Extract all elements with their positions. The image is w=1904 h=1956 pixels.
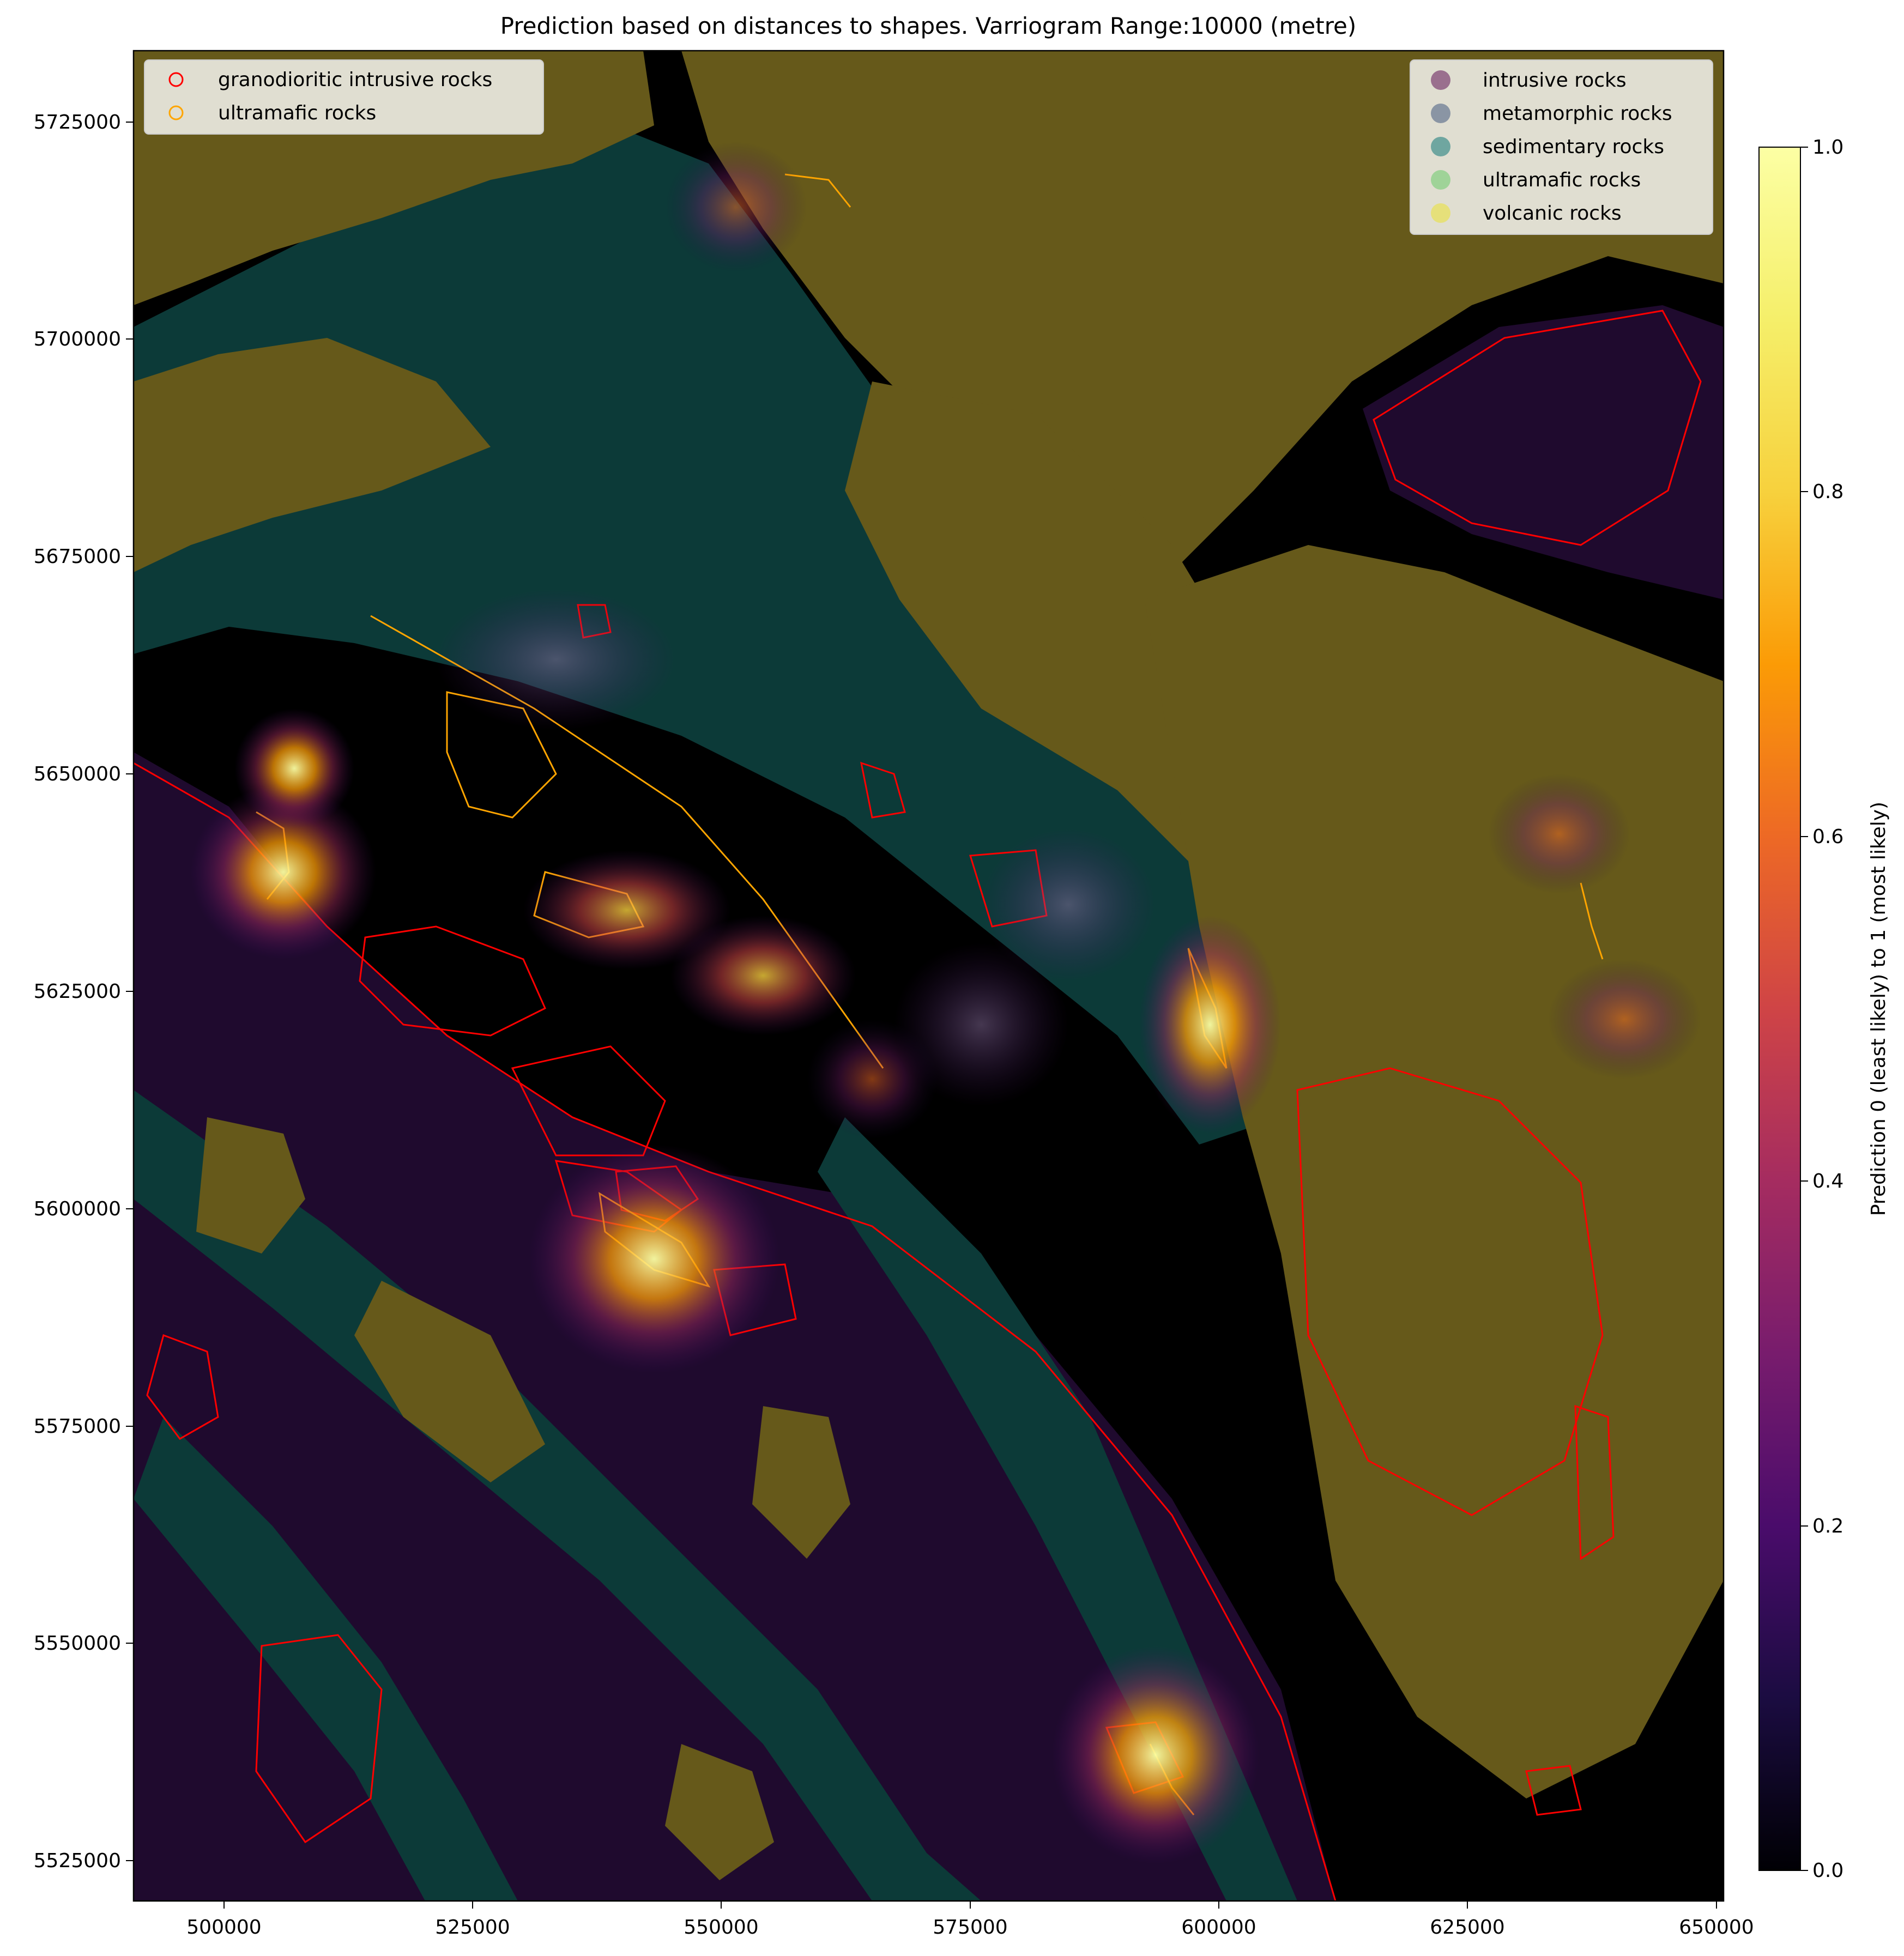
map-area xyxy=(134,51,1724,1901)
legend-label: ultramafic rocks xyxy=(218,102,376,124)
colorbar-label: Prediction 0 (least likely) to 1 (most l… xyxy=(1867,802,1890,1216)
hotspot-4 xyxy=(670,916,856,1035)
legend-swatch xyxy=(1431,104,1450,123)
legend-label: intrusive rocks xyxy=(1483,69,1627,92)
granodiorite-outline-2 xyxy=(359,925,546,1037)
y-tick-label: 5575000 xyxy=(34,1415,121,1438)
hotspot-12 xyxy=(1548,959,1701,1079)
hotspot-5 xyxy=(529,1144,779,1373)
axes-frame xyxy=(132,50,1725,1902)
x-tick-label: 550000 xyxy=(684,1916,758,1939)
hotspot-14 xyxy=(894,943,1068,1106)
y-tick-label: 5600000 xyxy=(34,1198,121,1220)
granodiorite-outline-12 xyxy=(255,1634,383,1844)
granodiorite-outline-16 xyxy=(1525,1765,1582,1816)
y-axis: 5725000 5700000 5675000 5650000 5625000 … xyxy=(34,111,134,1872)
ultramafic-outline-8 xyxy=(1580,882,1604,960)
colorbar-tick-label: 0.4 xyxy=(1812,1170,1843,1192)
legend-swatch xyxy=(1431,137,1450,156)
intrusive-domain-northeast xyxy=(1363,305,1724,599)
legend-label: ultramafic rocks xyxy=(1483,169,1641,191)
volcanic-south-2 xyxy=(665,1744,774,1880)
y-tick-label: 5550000 xyxy=(34,1632,121,1655)
volcanic-northwest xyxy=(134,338,491,572)
granodiorite-outline-5 xyxy=(511,1045,666,1156)
legend-left: granodioritic intrusive rocks ultramafic… xyxy=(144,59,544,135)
colorbar-tick-label: 0.6 xyxy=(1812,826,1843,848)
volcanic-southwest-1 xyxy=(196,1117,305,1253)
chart-title: Prediction based on distances to shapes.… xyxy=(500,13,1357,39)
legend-marker-ultramafic xyxy=(168,105,184,120)
hotspot-10 xyxy=(665,142,807,272)
hotspot-9 xyxy=(436,589,676,730)
y-tick-label: 5650000 xyxy=(34,763,121,785)
legend-swatch xyxy=(1431,203,1450,223)
granodiorite-outline-11 xyxy=(146,1334,219,1440)
legend-right: intrusive rocks metamorphic rocks sedime… xyxy=(1410,59,1713,235)
x-tick-label: 575000 xyxy=(933,1916,1007,1939)
legend-right-box xyxy=(1410,59,1713,235)
x-tick-label: 525000 xyxy=(435,1916,510,1939)
volcanic-southwest-2 xyxy=(354,1281,545,1482)
colorbar: 0.0 0.2 0.4 0.6 0.8 1.0 Prediction 0 (le… xyxy=(1758,136,1890,1882)
x-tick-label: 650000 xyxy=(1679,1916,1754,1939)
granodiorite-outline-13 xyxy=(860,761,906,819)
volcanic-south xyxy=(752,1406,850,1559)
granodiorite-outline-9 xyxy=(1296,1067,1604,1516)
y-tick-label: 5675000 xyxy=(34,546,121,568)
y-tick-label: 5625000 xyxy=(34,980,121,1003)
x-tick-label: 625000 xyxy=(1430,1916,1504,1939)
legend-left-box xyxy=(144,59,544,135)
hotspot-8 xyxy=(1052,1646,1259,1864)
prediction-heatmap xyxy=(191,142,1701,1864)
x-axis: 500000 525000 550000 575000 600000 62500… xyxy=(186,1901,1754,1939)
hotspot-1 xyxy=(191,785,376,959)
legend-marker-granodiorite xyxy=(168,72,184,87)
x-tick-label: 500000 xyxy=(186,1916,261,1939)
colorbar-tick-label: 0.0 xyxy=(1812,1860,1843,1882)
hotspot-11 xyxy=(1488,774,1630,894)
legend-label: granodioritic intrusive rocks xyxy=(218,69,492,91)
granodiorite-outline-10 xyxy=(1373,310,1702,546)
sedimentary-ribbon-3 xyxy=(134,1417,518,1901)
colorbar-gradient xyxy=(1758,147,1801,1871)
legend-label: sedimentary rocks xyxy=(1483,136,1664,158)
hotspot-7 xyxy=(1139,916,1281,1134)
legend-swatch xyxy=(1431,70,1450,90)
colorbar-tick-label: 1.0 xyxy=(1812,136,1843,159)
hotspot-2 xyxy=(234,708,354,828)
x-tick-label: 600000 xyxy=(1181,1916,1256,1939)
y-tick-label: 5725000 xyxy=(34,111,121,134)
legend-swatch xyxy=(1431,170,1450,190)
y-tick-label: 5700000 xyxy=(34,328,121,350)
legend-label: volcanic rocks xyxy=(1483,202,1622,225)
legend-label: metamorphic rocks xyxy=(1483,102,1672,125)
y-tick-label: 5525000 xyxy=(34,1850,121,1872)
hotspot-3 xyxy=(523,850,730,970)
hotspot-13 xyxy=(981,828,1156,981)
colorbar-tick-label: 0.8 xyxy=(1812,481,1843,503)
colorbar-tick-label: 0.2 xyxy=(1812,1515,1843,1537)
granodiorite-outline-15 xyxy=(1574,1404,1615,1560)
ultramafic-outline-5 xyxy=(784,173,851,208)
sedimentary-ribbon-1 xyxy=(134,1090,981,1901)
